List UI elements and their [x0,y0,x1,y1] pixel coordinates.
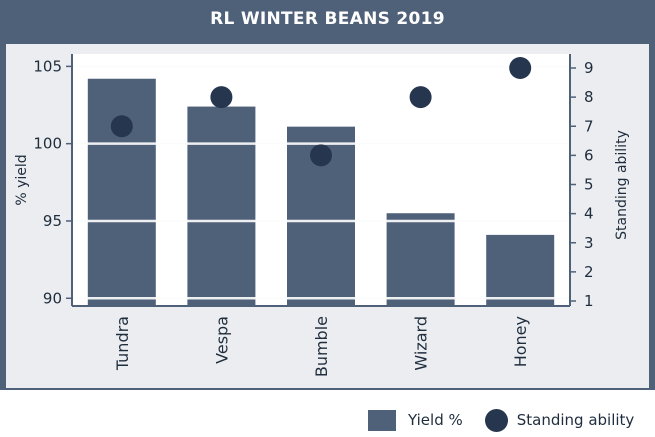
y2-tick-label: 9 [584,59,594,77]
y2-tick-label: 5 [584,176,594,194]
x-tick-label: Tundra [113,316,132,371]
legend-label-yield: Yield % [408,411,463,429]
legend-swatch-yield [368,409,396,431]
dot-honey [509,57,532,79]
legend-label-standing: Standing ability [516,411,635,429]
chart-title: RL WINTER BEANS 2019 [210,9,445,29]
bar-tundra [87,78,156,306]
y2-tick-label: 4 [584,205,594,223]
dot-vespa [210,86,233,109]
y2-tick-label: 1 [584,292,594,310]
bar-wizard [386,213,455,306]
bar-vespa [187,106,256,306]
bar-honey [486,234,555,306]
y2-axis-title: Standing ability [614,130,630,240]
y-tick-label: 105 [33,57,62,75]
dot-wizard [409,86,432,109]
dot-tundra [110,115,133,138]
y-axis-title: % yield [14,154,30,205]
x-tick-label: Bumble [312,316,331,377]
y2-tick-label: 3 [584,234,594,252]
y2-tick-label: 6 [584,146,594,164]
y-tick-label: 90 [43,289,62,307]
legend-marker-standing [484,408,508,432]
x-tick-label: Wizard [412,316,431,371]
x-tick-label: Vespa [212,316,231,364]
y2-tick-label: 7 [584,117,594,135]
y2-tick-label: 8 [584,88,594,106]
x-tick-label: Honey [511,316,530,367]
dot-bumble [310,144,332,167]
y2-tick-label: 2 [584,263,594,281]
legend: Yield % Standing ability [368,407,634,433]
y-tick-label: 95 [43,212,62,230]
y-tick-label: 100 [33,135,62,153]
